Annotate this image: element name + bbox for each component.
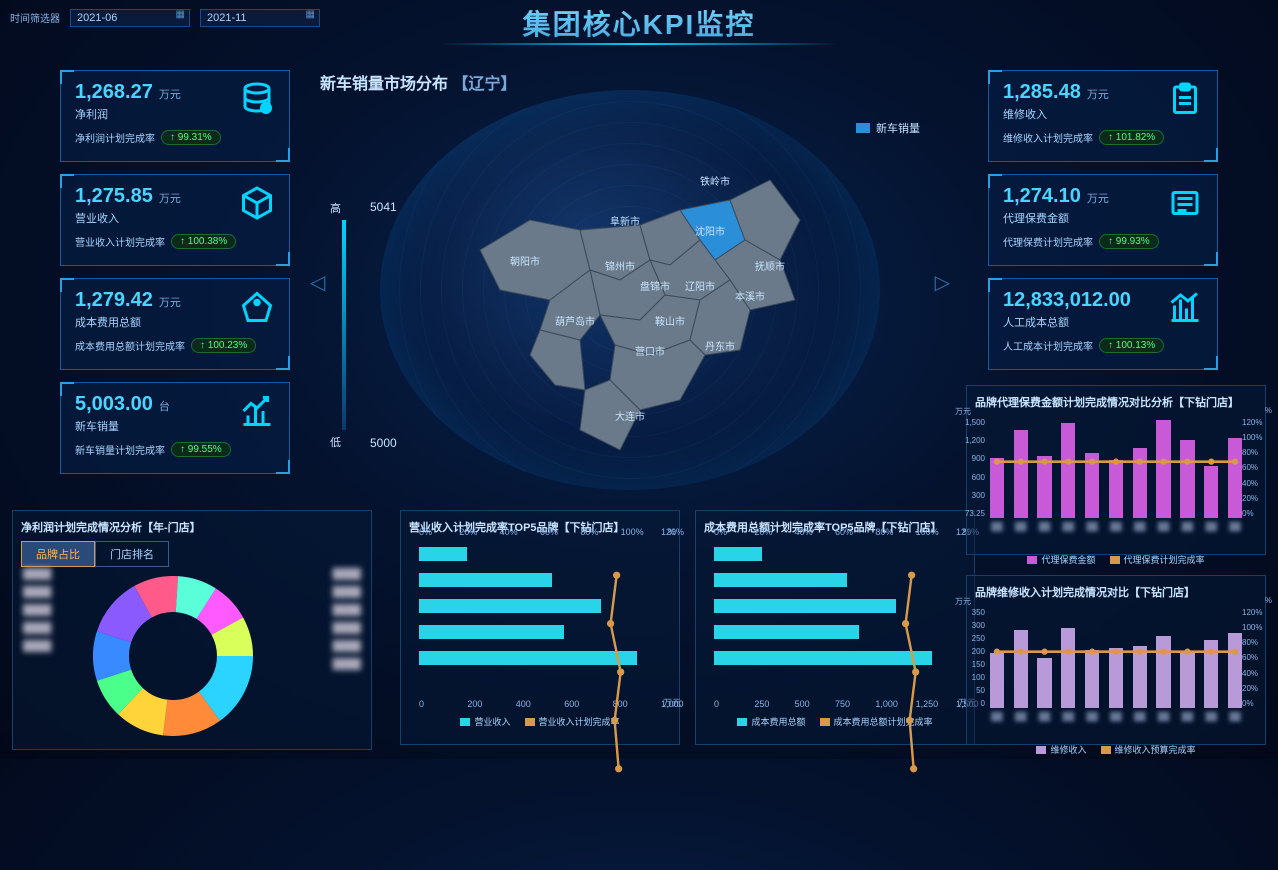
hbar-panel-2: 成本费用总额计划完成率TOP5品牌【下钻门店】 0%20%40%60%80%10… xyxy=(695,510,975,745)
kpi-value: 12,833,012.00 xyxy=(1003,289,1131,311)
combo1-title: 品牌代理保费金额计划完成情况对比分析【下钻门店】 xyxy=(975,394,1257,410)
kpi-value: 1,275.85 xyxy=(75,185,153,207)
kpi-rate-label: 人工成本计划完成率 xyxy=(1003,338,1093,353)
map-legend: 新车销量 xyxy=(856,120,920,136)
title-underline xyxy=(439,43,839,45)
svg-text:丹东市: 丹东市 xyxy=(705,340,735,353)
kpi-rate-badge: ↑ 101.82% xyxy=(1099,130,1164,145)
svg-text:锦州市: 锦州市 xyxy=(605,260,635,273)
kpi-unit: 万元 xyxy=(1087,193,1109,205)
combo2-title: 品牌维修收入计划完成情况对比【下钻门店】 xyxy=(975,584,1257,600)
svg-text:抚顺市: 抚顺市 xyxy=(755,260,785,273)
svg-text:沈阳市: 沈阳市 xyxy=(695,225,725,238)
kpi-card[interactable]: 1,285.48万元 维修收入 维修收入计划完成率↑ 101.82% xyxy=(988,70,1218,162)
kpi-value: 1,274.10 xyxy=(1003,185,1081,207)
kpi-unit: 万元 xyxy=(159,297,181,309)
kpi-value: 1,268.27 xyxy=(75,81,153,103)
filter-label: 时间筛选器 xyxy=(10,10,60,25)
kpi-card[interactable]: 1,268.27万元 净利润 净利润计划完成率↑ 99.31% xyxy=(60,70,290,162)
svg-text:营口市: 营口市 xyxy=(635,345,665,358)
kpi-value: 1,285.48 xyxy=(1003,81,1081,103)
kpi-rate-label: 营业收入计划完成率 xyxy=(75,234,165,249)
map-title: 新车销量市场分布 xyxy=(320,76,448,93)
kpi-card[interactable]: 5,003.00台 新车销量 新车销量计划完成率↑ 99.55% xyxy=(60,382,290,474)
tab-brand-share[interactable]: 品牌占比 xyxy=(21,541,95,567)
kpi-rate-badge: ↑ 100.23% xyxy=(191,338,256,353)
kpi-rate-badge: ↑ 100.38% xyxy=(171,234,236,249)
doc-icon xyxy=(1167,185,1203,221)
map-section: 新车销量市场分布 【辽宁】 ◁ ▷ 高 5041 低 5000 新车销量 铁岭市… xyxy=(320,70,940,490)
donut-legend-left: ████████████████████ xyxy=(23,566,51,656)
donut-legend-right: ████████████████████████ xyxy=(333,566,361,674)
clip-icon xyxy=(1167,81,1203,117)
combo-panel-2: 品牌维修收入计划完成情况对比【下钻门店】 3503002502001501005… xyxy=(966,575,1266,745)
hbar2-chart[interactable]: 0%20%40%60%80%100%120%02505007501,0001,2… xyxy=(714,543,956,693)
kpi-value: 1,279.42 xyxy=(75,289,153,311)
kpi-unit: 万元 xyxy=(159,89,181,101)
svg-text:鞍山市: 鞍山市 xyxy=(655,315,685,328)
kpi-card[interactable]: 1,274.10万元 代理保费金额 代理保费计划完成率↑ 99.93% xyxy=(988,174,1218,266)
left-kpi-panel: 1,268.27万元 净利润 净利润计划完成率↑ 99.31% 1,275.85… xyxy=(60,70,290,486)
chart-icon xyxy=(239,393,275,429)
kpi-rate-badge: ↑ 99.31% xyxy=(161,130,221,145)
kpi-unit: 万元 xyxy=(159,193,181,205)
kpi-rate-badge: ↑ 99.93% xyxy=(1099,234,1159,249)
svg-text:本溪市: 本溪市 xyxy=(735,290,765,303)
date-to-input[interactable] xyxy=(200,9,320,27)
kpi-unit: 万元 xyxy=(1087,89,1109,101)
kpi-rate-label: 维修收入计划完成率 xyxy=(1003,130,1093,145)
kpi-rate-label: 代理保费计划完成率 xyxy=(1003,234,1093,249)
donut-tabs: 品牌占比 门店排名 xyxy=(21,541,363,567)
kpi-card[interactable]: 12,833,012.00 人工成本总额 人工成本计划完成率↑ 100.13% xyxy=(988,278,1218,370)
filter-bar: 时间筛选器 xyxy=(10,8,320,27)
map-next-arrow[interactable]: ▷ xyxy=(935,270,950,295)
map-scale: 高 5041 低 5000 xyxy=(330,200,360,450)
donut-panel: 净利润计划完成情况分析【年-门店】 品牌占比 门店排名 ████████████… xyxy=(12,510,372,750)
svg-text:盘锦市: 盘锦市 xyxy=(640,280,670,293)
kpi-rate-label: 新车销量计划完成率 xyxy=(75,442,165,457)
box-icon xyxy=(239,185,275,221)
kpi-rate-badge: ↑ 100.13% xyxy=(1099,338,1164,353)
map-prev-arrow[interactable]: ◁ xyxy=(310,270,325,295)
right-kpi-panel: 1,285.48万元 维修收入 维修收入计划完成率↑ 101.82% 1,274… xyxy=(988,70,1218,382)
date-from-input[interactable] xyxy=(70,9,190,27)
kpi-card[interactable]: 1,275.85万元 营业收入 营业收入计划完成率↑ 100.38% xyxy=(60,174,290,266)
svg-text:大连市: 大连市 xyxy=(615,410,645,423)
map-region: 【辽宁】 xyxy=(452,76,516,93)
kpi-unit: 台 xyxy=(159,401,170,413)
combo2-chart[interactable]: 350300250200150100500120%100%80%60%40%20… xyxy=(985,608,1247,708)
kpi-rate-label: 成本费用总额计划完成率 xyxy=(75,338,185,353)
province-map[interactable]: 铁岭市 沈阳市 阜新市 抚顺市 朝阳市 锦州市 盘锦市 辽阳市 本溪市 鞍山市 … xyxy=(440,130,840,470)
svg-text:铁岭市: 铁岭市 xyxy=(700,175,730,188)
hbar1-chart[interactable]: 0%20%40%60%80%100%120%02004006008001,000… xyxy=(419,543,661,693)
donut-title: 净利润计划完成情况分析【年-门店】 xyxy=(21,519,363,535)
hbar1-legend: 营业收入 营业收入计划完成率 xyxy=(409,715,671,728)
kpi-rate-badge: ↑ 99.55% xyxy=(171,442,231,457)
combo-panel-1: 品牌代理保费金额计划完成情况对比分析【下钻门店】 1,5001,20090060… xyxy=(966,385,1266,555)
combo1-chart[interactable]: 1,5001,20090060030073.25120%100%80%60%40… xyxy=(985,418,1247,518)
tag-icon xyxy=(239,289,275,325)
kpi-value: 5,003.00 xyxy=(75,393,153,415)
donut-chart[interactable] xyxy=(93,576,253,736)
kpi-card[interactable]: 1,279.42万元 成本费用总额 成本费用总额计划完成率↑ 100.23% xyxy=(60,278,290,370)
db-icon xyxy=(239,81,275,117)
trend-icon xyxy=(1167,289,1203,325)
hbar2-legend: 成本费用总额 成本费用总额计划完成率 xyxy=(704,715,966,728)
svg-text:葫芦岛市: 葫芦岛市 xyxy=(555,315,595,328)
svg-text:阜新市: 阜新市 xyxy=(610,215,640,228)
kpi-rate-label: 净利润计划完成率 xyxy=(75,130,155,145)
svg-text:朝阳市: 朝阳市 xyxy=(510,255,540,268)
svg-text:辽阳市: 辽阳市 xyxy=(685,280,715,293)
hbar-panel-1: 营业收入计划完成率TOP5品牌【下钻门店】 0%20%40%60%80%100%… xyxy=(400,510,680,745)
tab-store-rank[interactable]: 门店排名 xyxy=(95,541,169,567)
